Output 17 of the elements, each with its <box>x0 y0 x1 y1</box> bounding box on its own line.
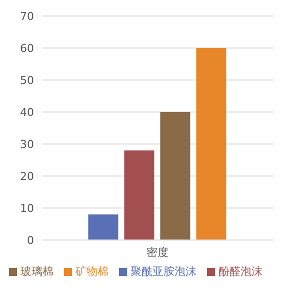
bar <box>124 150 154 240</box>
bar <box>160 112 190 240</box>
bar <box>196 48 226 240</box>
y-tick-label: 10 <box>20 202 34 215</box>
y-tick-label: 30 <box>20 138 34 151</box>
bar <box>88 214 118 240</box>
x-tick-label: 密度 <box>146 246 168 259</box>
y-tick-label: 20 <box>20 170 34 183</box>
legend-label: 酚醛泡沫 <box>218 265 262 278</box>
y-tick-label: 50 <box>20 74 34 87</box>
y-tick-label: 0 <box>27 234 34 247</box>
y-tick-label: 40 <box>20 106 34 119</box>
y-tick-label: 60 <box>20 42 34 55</box>
legend-label: 矿物棉 <box>76 265 108 278</box>
legend-label: 玻璃棉 <box>20 265 54 278</box>
y-tick-label: 70 <box>20 10 34 23</box>
legend-label: 聚酰亚胺泡沫 <box>130 265 196 278</box>
